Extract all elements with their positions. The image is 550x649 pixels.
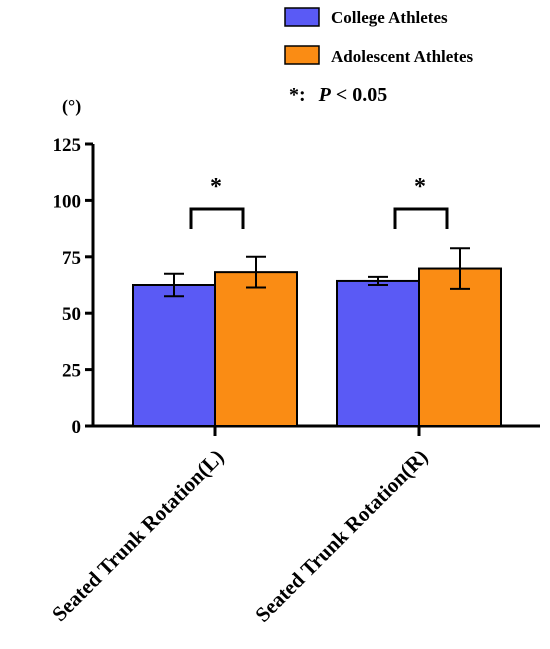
bar-0-0: [132, 284, 216, 427]
y-tick-label-5: 125: [53, 135, 82, 156]
p-symbol: P: [318, 84, 332, 106]
p-threshold: < 0.05: [336, 84, 387, 106]
error-bars: [164, 247, 470, 298]
significance-star-1: *: [414, 174, 426, 200]
legend-label-adolescent-athletes: Adolescent Athletes: [331, 47, 474, 66]
significance-bracket-0: [189, 207, 245, 229]
y-axis: 0 25 50 75 100 125: [53, 135, 95, 438]
legend-significance-note: *: P < 0.05: [289, 84, 387, 106]
x-axis: [91, 424, 540, 436]
y-tick-label-2: 50: [62, 304, 81, 325]
bar-1-1: [418, 267, 502, 427]
bars: [132, 267, 502, 428]
y-tick-label-4: 100: [53, 191, 82, 212]
significance-bracket-1: [393, 207, 449, 229]
significance-markers: * *: [189, 174, 449, 229]
legend: College Athletes Adolescent Athletes *: …: [284, 7, 474, 106]
y-tick-label-0: 0: [72, 417, 82, 438]
x-tick-label-1: Seated Trunk Rotation(R): [250, 445, 432, 627]
bar-0-1: [214, 271, 298, 428]
y-tick-label-1: 25: [62, 361, 81, 382]
y-axis-label: (°): [62, 96, 81, 117]
x-tick-labels: Seated Trunk Rotation(L) Seated Trunk Rot…: [47, 445, 432, 627]
y-tick-label-3: 75: [62, 248, 81, 269]
legend-swatch-college-athletes: [284, 7, 320, 27]
bar-1-0: [336, 279, 420, 428]
x-tick-label-0: Seated Trunk Rotation(L): [47, 445, 228, 626]
significance-symbol: *:: [289, 84, 306, 106]
significance-star-0: *: [210, 174, 222, 200]
legend-swatch-adolescent-athletes: [284, 45, 320, 65]
legend-label-college-athletes: College Athletes: [331, 8, 448, 27]
